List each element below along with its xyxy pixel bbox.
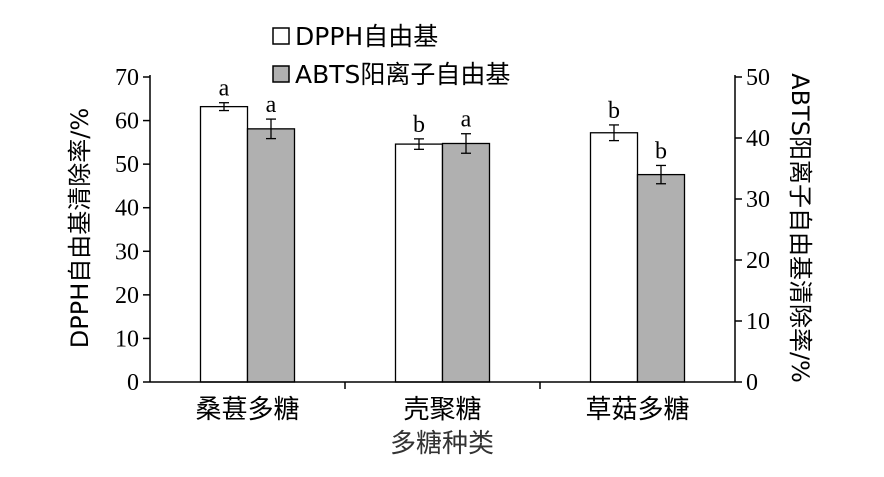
- right-ticks-group: 0 10 20 30 40 50: [735, 65, 770, 396]
- significance-label: b: [655, 138, 667, 164]
- legend-label-abts: ABTS阳离子自由基: [295, 60, 510, 89]
- legend: DPPH自由基 ABTS阳离子自由基: [272, 22, 510, 89]
- bar: [589, 132, 639, 383]
- left-tick-label: 20: [115, 283, 139, 309]
- left-ticks-group: 0 10 20 30 40 50 60 70: [115, 65, 150, 396]
- right-tick-label: 30: [746, 187, 770, 213]
- bar: [394, 143, 444, 383]
- significance-label: a: [266, 92, 277, 118]
- left-tick-label: 0: [127, 370, 139, 396]
- legend-label-dpph: DPPH自由基: [295, 22, 438, 51]
- left-tick-label: 10: [115, 326, 139, 352]
- bar: [199, 105, 249, 383]
- left-tick-label: 30: [115, 239, 139, 265]
- category-label: 草菇多糖: [585, 395, 689, 425]
- legend-swatch-abts: [272, 65, 290, 83]
- left-tick-label: 50: [115, 152, 139, 178]
- bars-group: [199, 105, 686, 383]
- y-axis-title: DPPH自由基清除率/%: [66, 108, 94, 348]
- right-tick-label: 20: [746, 248, 770, 274]
- significance-label: a: [219, 76, 230, 102]
- left-tick-label: 60: [115, 109, 139, 135]
- right-tick-label: 10: [746, 309, 770, 335]
- right-tick-label: 40: [746, 126, 770, 152]
- significance-label: b: [608, 98, 620, 124]
- bar: [246, 128, 296, 383]
- x-ticks-group: 桑葚多糖 壳聚糖 草菇多糖: [195, 382, 690, 425]
- significance-label: b: [413, 112, 425, 138]
- legend-swatch-dpph: [272, 27, 290, 45]
- bar: [441, 142, 491, 383]
- category-label: 壳聚糖: [403, 395, 481, 425]
- category-label: 桑葚多糖: [195, 395, 299, 425]
- significance-label: a: [461, 107, 472, 133]
- x-axis-title: 多糖种类: [390, 429, 494, 459]
- significance-labels-group: a a b a b b: [219, 76, 667, 165]
- left-tick-label: 40: [115, 196, 139, 222]
- y2-axis-title: ABTS阳离子自由基清除率/%: [786, 73, 814, 383]
- left-tick-label: 70: [115, 65, 139, 91]
- bar: [636, 173, 686, 383]
- error-bars-group: [219, 102, 666, 185]
- right-tick-label: 0: [746, 370, 758, 396]
- right-tick-label: 50: [746, 65, 770, 91]
